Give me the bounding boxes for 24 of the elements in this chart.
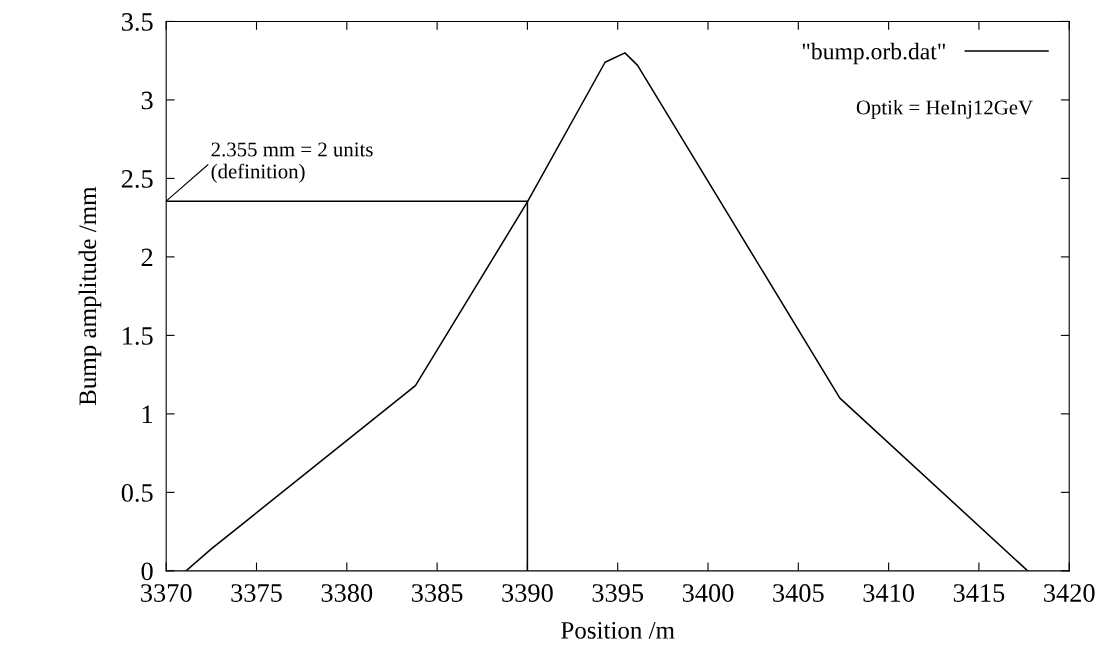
- y-tick-label: 2.5: [121, 170, 153, 188]
- y-tick-label: 3: [141, 91, 153, 110]
- y-tick-label: 3.5: [121, 13, 153, 31]
- y-tick-label: 1.5: [123, 327, 153, 345]
- x-tick-label: 3410: [863, 584, 914, 602]
- x-tick-label: 3395: [592, 584, 644, 602]
- x-tick-label: 3400: [682, 584, 734, 602]
- x-tick-label: 3415: [953, 584, 1005, 602]
- x-tick-label: 3385: [411, 584, 463, 602]
- legend-label: "bump.orb.dat": [802, 42, 945, 65]
- y-tick-label: 1: [142, 405, 153, 424]
- y-axis-title: Bump amplitude /mm: [78, 186, 102, 406]
- annotation: Optik = HeInj12GeV: [856, 99, 1033, 119]
- x-tick-label: 3375: [231, 584, 282, 602]
- x-tick-label: 3390: [502, 584, 553, 602]
- x-axis-title: Position /m: [561, 621, 675, 639]
- x-tick-label: 3420: [1044, 584, 1095, 602]
- annotation: 2.355 mm = 2 units (definition): [211, 142, 373, 183]
- y-tick-label: 0: [141, 562, 153, 581]
- y-tick-label: 0.5: [121, 483, 153, 502]
- x-tick-label: 3380: [321, 584, 373, 602]
- y-tick-label: 2: [141, 248, 153, 267]
- x-tick-label: 3405: [773, 584, 824, 602]
- x-tick-label: 3370: [141, 584, 192, 602]
